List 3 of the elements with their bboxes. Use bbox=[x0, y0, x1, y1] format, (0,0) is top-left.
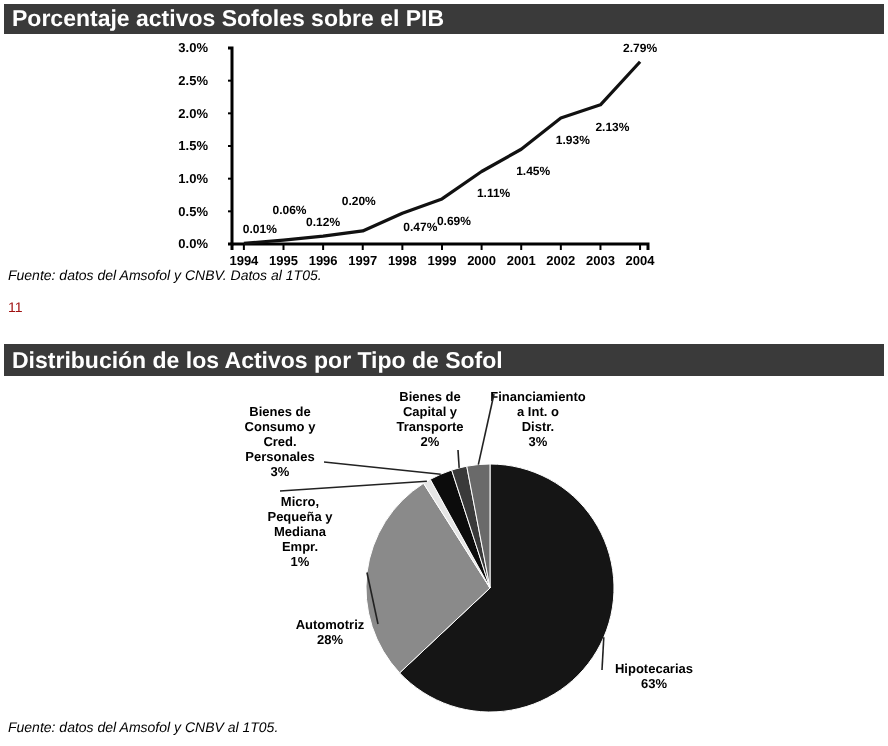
chart-title: Distribución de los Activos por Tipo de Sofol bbox=[12, 350, 503, 374]
line-series bbox=[242, 60, 642, 245]
chart-title: Porcentaje activos Sofoles sobre el PIB bbox=[12, 8, 445, 32]
